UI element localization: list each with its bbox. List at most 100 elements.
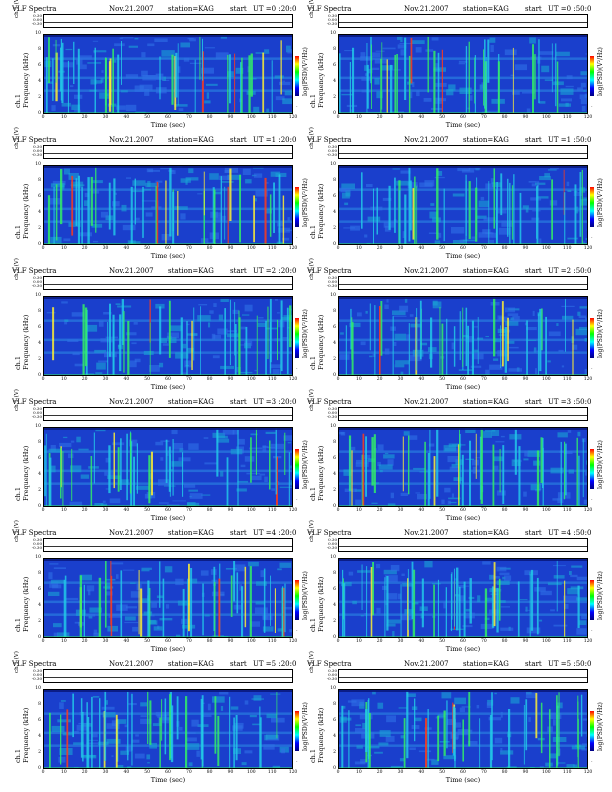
burst-streak [496,182,498,244]
ylabel-channel: ch.1 [14,224,22,239]
burst-streak [107,322,109,375]
noise-patch [392,631,395,637]
noise-patch [183,57,190,62]
noise-patch [59,748,73,755]
noise-patch [120,90,128,93]
waveform-box [43,669,293,683]
noise-patch [526,108,531,113]
noise-patch [508,368,522,372]
burst-streak [229,168,232,221]
noise-patch [106,723,120,729]
noise-patch [524,450,529,457]
y-tick-labels: 0 2 4 6 8 10 [32,31,42,116]
noise-patch [282,237,290,241]
noise-patch [67,339,79,342]
burst-streak [286,307,289,375]
y-tick-label: 8 [333,309,336,314]
y-tick-label: 4 [38,341,41,346]
noise-patch [449,501,457,504]
noise-patch [571,565,583,568]
noise-patch [244,340,253,346]
burst-streak [437,52,440,113]
noise-patch [79,712,88,716]
noise-patch [500,748,503,753]
noise-patch [238,438,245,445]
burst-streak [581,169,583,244]
noise-patch [443,601,446,609]
noise-patch [432,583,441,585]
noise-patch [271,717,285,723]
noise-patch [78,64,87,70]
noise-patch [290,480,292,486]
burst-streak [532,44,534,113]
noise-patch [105,336,118,339]
noise-patch [578,315,587,318]
noise-patch [256,581,267,586]
burst-streak [278,174,281,244]
bottom-band [339,243,587,244]
noise-patch [71,104,81,110]
burst-streak [217,715,220,766]
burst-streak [264,177,267,244]
burst-streak [256,315,258,375]
noise-patch [94,349,107,353]
burst-streak [218,578,221,637]
waveform-ticks: 0.30 0.00 -0.30 [20,538,42,550]
x-tick-label: 70 [480,508,487,513]
noise-patch [385,735,395,742]
x-tick-label: 0 [41,770,45,775]
burst-streak [343,583,346,637]
burst-streak [523,705,525,765]
noise-patch [53,567,66,569]
noise-patch [519,599,528,601]
spectrogram-image [338,558,588,638]
x-tick-label: 30 [102,508,109,513]
noise-patch [378,742,389,746]
x-tick-label: 120 [288,377,298,382]
y-tick-labels: 0 2 4 6 8 10 [32,686,42,771]
burst-streak [380,301,383,356]
burst-streak [500,173,503,216]
noise-patch [566,764,575,768]
noise-patch [186,737,197,742]
noise-patch [225,568,237,570]
noise-patch [532,310,535,316]
x-tick-labels: 0 10 20 30 40 50 60 70 80 90 100 110 120 [337,246,593,252]
burst-streak [269,194,272,237]
burst-streak [468,691,471,747]
burst-streak [129,432,132,494]
noise-patch [495,441,505,443]
colorbar [590,187,594,227]
noise-patch [289,629,292,633]
noise-patch [140,715,147,718]
noise-patch [374,751,383,754]
noise-patch [359,704,365,709]
noise-patch [489,37,496,43]
noise-patch [74,730,79,734]
top-band [339,35,587,37]
burst-streak [468,41,470,113]
burst-streak [193,307,195,361]
x-tick-label: 20 [81,246,88,251]
y-tick-labels: 0 2 4 6 8 10 [327,555,337,640]
y-tick-label: 10 [330,555,336,560]
burst-streak [390,64,393,113]
noise-patch [406,693,416,697]
noise-patch [575,328,587,336]
noise-patch [132,180,146,186]
noise-patch [281,748,285,754]
noise-patch [506,340,515,344]
noise-patch [188,578,198,584]
y-tick-label: 8 [333,571,336,576]
noise-patch [435,82,447,87]
colorbar-label: log(PSD)(V²/Hz) [597,440,604,489]
noise-patch [547,582,562,586]
noise-patch [68,453,74,459]
waveform-tick: 0.00 [33,410,42,415]
noise-patch [382,47,396,50]
burst-streak [60,448,62,499]
x-tick-label: 50 [439,377,446,382]
bottom-band [339,636,587,637]
x-axis-label: Time (sec) [445,121,481,129]
burst-streak [424,441,426,506]
